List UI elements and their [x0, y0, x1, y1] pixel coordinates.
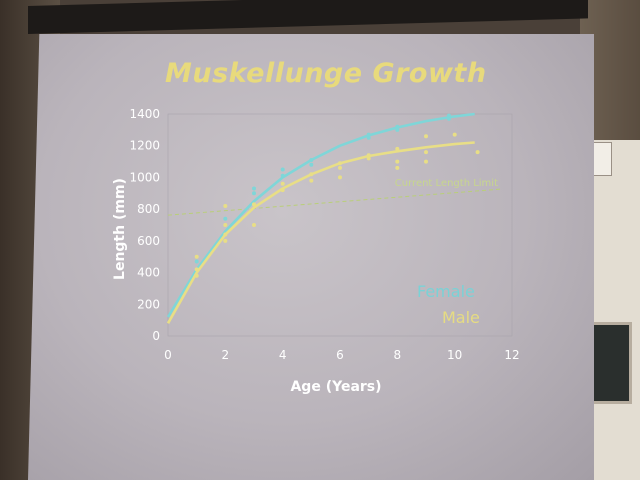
data-point-male	[223, 204, 228, 208]
data-point-male	[395, 146, 400, 151]
chart-plot-area	[167, 113, 513, 337]
series-male	[166, 132, 480, 324]
data-point-male	[395, 159, 400, 164]
length-limit-label: Current Length Limit	[395, 178, 498, 189]
data-point-female	[366, 132, 371, 137]
x-tick-label: 12	[504, 348, 519, 362]
chart-axes: 0 2 4 6 8 10 12 0 200 400 600 800 1000 1200 1400	[129, 107, 519, 362]
data-point-female	[280, 173, 285, 178]
data-point-male	[280, 181, 285, 186]
data-point-male	[338, 165, 342, 170]
data-point-female	[252, 186, 256, 191]
x-tick-label: 8	[394, 348, 402, 362]
data-point-male	[194, 273, 199, 278]
x-tick-label: 2	[222, 348, 230, 362]
y-axis-label: Length (mm)	[112, 178, 128, 280]
data-point-female	[252, 191, 256, 196]
projector-screen	[28, 34, 594, 480]
data-point-male	[194, 254, 199, 259]
data-point-male	[252, 223, 256, 227]
data-point-female	[446, 116, 451, 121]
y-tick-label: 1400	[129, 107, 160, 121]
data-point-male	[194, 267, 199, 272]
data-point-female	[395, 124, 400, 129]
data-point-male	[223, 232, 228, 237]
data-point-male	[366, 153, 371, 158]
data-point-female	[223, 216, 228, 221]
data-point-male	[475, 150, 480, 155]
data-point-female	[309, 158, 314, 162]
plot-frame	[167, 113, 513, 337]
data-point-male	[223, 223, 228, 227]
data-point-female	[366, 135, 371, 140]
legend-male: Male	[442, 308, 480, 327]
data-point-male	[338, 161, 342, 166]
data-point-male	[366, 156, 371, 161]
data-point-male	[424, 134, 428, 139]
y-tick-label: 600	[137, 234, 160, 248]
y-tick-label: 1200	[129, 139, 160, 153]
data-point-female	[194, 259, 199, 264]
data-point-female	[309, 162, 314, 167]
series-female	[166, 112, 475, 318]
data-point-male	[309, 172, 314, 177]
x-axis-label: Age (Years)	[290, 379, 381, 395]
legend-female: Female	[417, 282, 475, 301]
data-point-female	[280, 167, 285, 172]
chart-series	[166, 112, 480, 324]
y-tick-label: 800	[137, 202, 160, 216]
y-tick-label: 200	[137, 297, 160, 311]
data-point-female	[446, 113, 451, 118]
data-point-female	[395, 127, 400, 132]
data-point-male	[395, 165, 400, 170]
data-point-male	[252, 202, 256, 207]
y-tick-label: 1000	[129, 170, 160, 184]
x-tick-label: 6	[336, 348, 344, 362]
data-point-male	[452, 132, 457, 137]
data-point-male	[424, 159, 428, 164]
y-tick-label: 0	[152, 329, 160, 343]
wall-panel	[585, 140, 640, 480]
growth-curve-female	[166, 112, 475, 318]
length-limit-annotation: Current Length Limit	[167, 178, 501, 216]
data-point-male	[223, 238, 228, 243]
x-tick-label: 4	[279, 348, 287, 362]
data-point-male	[338, 175, 342, 180]
x-tick-label: 0	[164, 348, 172, 362]
y-tick-label: 400	[137, 266, 160, 280]
x-tick-label: 10	[447, 348, 462, 362]
data-point-male	[424, 150, 428, 155]
slide-title: Muskellunge Growth	[165, 58, 487, 89]
data-point-male	[309, 178, 314, 183]
data-point-male	[280, 188, 285, 193]
growth-curve-male	[166, 141, 475, 324]
length-limit-line	[167, 188, 501, 216]
